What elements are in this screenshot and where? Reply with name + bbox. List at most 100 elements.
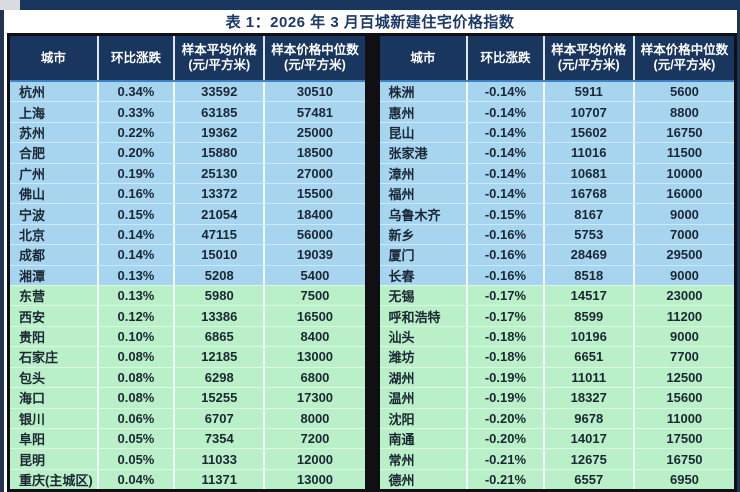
- median-price-cell: 16500: [263, 306, 364, 326]
- avg-price-cell: 47115: [173, 224, 263, 245]
- median-price-cell: 11500: [632, 143, 734, 163]
- table-row: 海口 0.08% 15255 17300: [10, 387, 365, 408]
- city-cell: 合肥: [19, 146, 46, 162]
- avg-price-cell: 10707: [542, 102, 633, 122]
- change-cell: 0.14%: [96, 245, 173, 265]
- city-cell: 广州: [19, 166, 46, 182]
- city-cell: 重庆(主城区): [19, 472, 93, 488]
- table-row: 南通 -0.20% 14017 17500: [379, 427, 734, 449]
- table-row: 湖州 -0.19% 11011 12500: [379, 366, 734, 388]
- median-price-cell: 9000: [632, 326, 734, 347]
- city-cell: 湘潭: [19, 268, 46, 284]
- city-cell: 常州: [388, 452, 415, 468]
- avg-price-cell: 9678: [542, 408, 633, 428]
- avg-price-cell: 10681: [542, 163, 633, 184]
- avg-price-cell: 11011: [542, 367, 633, 388]
- city-cell: 厦门: [388, 248, 415, 264]
- change-cell: -0.14%: [466, 122, 542, 143]
- median-price-cell: 25000: [263, 122, 364, 143]
- table-row: 昆明 0.05% 11033 12000: [10, 448, 365, 469]
- median-price-cell: 15500: [263, 184, 364, 204]
- avg-price-cell: 11371: [173, 469, 263, 490]
- avg-price-cell: 6865: [173, 326, 263, 347]
- median-price-cell: 8000: [263, 408, 364, 428]
- change-cell: 0.16%: [96, 184, 173, 204]
- change-cell: -0.16%: [466, 245, 542, 265]
- median-price-cell: 19039: [263, 245, 364, 265]
- change-cell: -0.14%: [466, 82, 542, 102]
- city-cell: 长春: [388, 268, 415, 284]
- city-cell: 杭州: [19, 85, 46, 101]
- median-price-cell: 6950: [632, 469, 734, 490]
- table-row: 惠州 -0.14% 10707 8800: [379, 101, 734, 122]
- change-cell: -0.15%: [466, 204, 542, 224]
- median-price-cell: 6800: [263, 367, 364, 388]
- change-cell: 0.20%: [96, 143, 173, 163]
- median-price-cell: 29500: [632, 245, 734, 265]
- median-price-cell: 5600: [632, 82, 734, 102]
- avg-price-cell: 10196: [542, 326, 633, 347]
- median-price-cell: 18500: [263, 143, 364, 163]
- change-cell: -0.21%: [466, 449, 542, 469]
- avg-price-cell: 33592: [173, 82, 263, 102]
- table-row: 株洲 -0.14% 5911 5600: [379, 82, 734, 102]
- avg-price-cell: 11016: [542, 143, 633, 163]
- median-price-cell: 7200: [263, 428, 364, 449]
- avg-price-cell: 63185: [173, 102, 263, 122]
- median-price-cell: 17500: [632, 428, 734, 449]
- avg-price-cell: 21054: [173, 204, 263, 224]
- change-cell: -0.20%: [466, 428, 542, 449]
- avg-price-cell: 14517: [542, 286, 633, 306]
- city-cell: 漳州: [388, 166, 415, 182]
- column-header-change: 环比涨跌: [466, 36, 542, 80]
- table-row: 重庆(主城区) 0.04% 11371 13000: [10, 468, 365, 490]
- avg-price-cell: 7354: [173, 428, 263, 449]
- table-row: 银川 0.06% 6707 8000: [10, 407, 365, 428]
- median-price-cell: 8800: [632, 102, 734, 122]
- avg-price-cell: 6298: [173, 367, 263, 388]
- change-cell: -0.19%: [466, 388, 542, 408]
- median-price-cell: 11000: [632, 408, 734, 428]
- change-cell: -0.19%: [466, 367, 542, 388]
- table-row: 上海 0.33% 63185 57481: [10, 101, 365, 122]
- median-price-cell: 17300: [263, 388, 364, 408]
- median-price-cell: 5400: [263, 265, 364, 286]
- avg-price-cell: 8599: [542, 306, 633, 326]
- avg-price-cell: 8167: [542, 204, 633, 224]
- avg-price-cell: 13372: [173, 184, 263, 204]
- median-price-cell: 16750: [632, 122, 734, 143]
- change-cell: 0.13%: [96, 286, 173, 306]
- city-cell: 苏州: [19, 126, 46, 142]
- city-cell: 石家庄: [19, 350, 59, 366]
- table-body: 杭州 0.34% 33592 30510 上海 0.33% 63185 57481 苏州 0.22…: [10, 82, 365, 490]
- table-row: 北京 0.14% 47115 56000: [10, 223, 365, 245]
- avg-price-cell: 15880: [173, 143, 263, 163]
- page-edge-left: [0, 10, 4, 492]
- change-cell: 0.15%: [96, 204, 173, 224]
- table-row: 长春 -0.16% 8518 9000: [379, 264, 734, 286]
- table-body: 株洲 -0.14% 5911 5600 惠州 -0.14% 10707 8800 昆山 -0.14…: [379, 82, 734, 490]
- corner-notch: [0, 0, 20, 10]
- avg-price-cell: 15602: [542, 122, 633, 143]
- change-cell: -0.17%: [466, 286, 542, 306]
- city-cell: 汕头: [388, 330, 415, 346]
- top-accent-bar: [20, 0, 740, 10]
- city-cell: 新乡: [388, 228, 415, 244]
- change-cell: 0.10%: [96, 326, 173, 347]
- avg-price-cell: 5911: [542, 82, 633, 102]
- table-row: 佛山 0.16% 13372 15500: [10, 183, 365, 204]
- avg-price-cell: 5753: [542, 224, 633, 245]
- change-cell: -0.16%: [466, 265, 542, 286]
- city-cell: 昆明: [19, 452, 46, 468]
- avg-price-cell: 15010: [173, 245, 263, 265]
- table-header-row: 城市 环比涨跌 样本平均价格 (元/平方米) 样本价格中位数 (元/平方米): [10, 36, 365, 82]
- table-row: 乌鲁木齐 -0.15% 8167 9000: [379, 203, 734, 224]
- city-cell: 宁波: [19, 207, 46, 223]
- avg-price-cell: 6707: [173, 408, 263, 428]
- avg-price-cell: 12675: [542, 449, 633, 469]
- change-cell: -0.18%: [466, 326, 542, 347]
- change-cell: 0.08%: [96, 347, 173, 367]
- city-cell: 潍坊: [388, 350, 415, 366]
- median-price-cell: 7000: [632, 224, 734, 245]
- avg-price-cell: 14017: [542, 428, 633, 449]
